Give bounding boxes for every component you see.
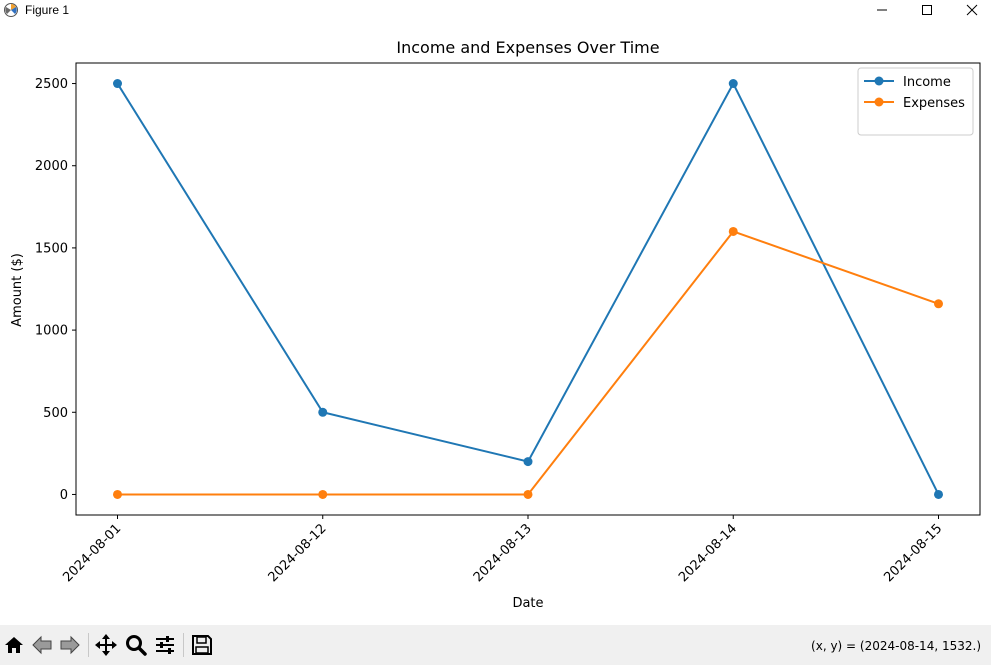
configure-subplots-icon (156, 636, 174, 654)
pan-icon (95, 634, 117, 656)
home-button[interactable] (0, 631, 28, 659)
legend-income-marker (874, 76, 884, 86)
expenses-point (318, 489, 328, 499)
minimize-button[interactable] (859, 0, 905, 20)
zoom-icon (126, 635, 147, 656)
maximize-icon (922, 5, 932, 15)
line-chart: Income and Expenses Over Time Date Amoun… (10, 38, 981, 611)
y-tick-label: 500 (43, 406, 68, 421)
y-tick-label: 2500 (35, 77, 68, 92)
x-tick-label: 2024-08-14 (676, 521, 740, 585)
maximize-button[interactable] (904, 0, 950, 20)
expenses-line (117, 230, 939, 496)
legend-income-label: Income (903, 75, 951, 90)
legend-expenses-marker (874, 97, 884, 107)
save-icon (192, 635, 212, 655)
legend-box (857, 67, 974, 136)
y-tick-label: 0 (60, 488, 68, 503)
y-tick-label: 1500 (35, 241, 68, 256)
x-tick-label: 2024-08-13 (471, 521, 535, 585)
save-button[interactable] (188, 631, 216, 659)
y-tick-label: 1000 (35, 324, 68, 339)
income-point (523, 457, 533, 467)
back-button[interactable] (28, 631, 56, 659)
close-button[interactable] (949, 0, 991, 20)
income-point (318, 407, 328, 417)
legend: Income Expenses (857, 67, 974, 136)
configure-subplots-button[interactable] (151, 631, 179, 659)
toolbar-separator (88, 633, 89, 657)
navigation-toolbar: (x, y) = (2024-08-14, 1532.) (0, 625, 991, 665)
x-tick-label: 2024-08-15 (881, 521, 945, 585)
plot-frame (75, 62, 981, 516)
home-icon (5, 637, 23, 653)
expenses-point (523, 489, 533, 499)
close-icon (966, 4, 978, 16)
forward-button[interactable] (56, 631, 84, 659)
income-point (934, 489, 943, 499)
minimize-icon (877, 9, 887, 11)
window-title: Figure 1 (25, 3, 70, 17)
expenses-point (113, 489, 122, 499)
forward-icon (60, 635, 80, 655)
back-icon (32, 635, 52, 655)
toolbar-separator (183, 633, 184, 657)
pan-button[interactable] (92, 631, 120, 659)
x-axis-label: Date (512, 596, 543, 611)
title-bar: Figure 1 (0, 0, 991, 20)
y-tick-label: 2000 (35, 159, 68, 174)
zoom-button[interactable] (122, 631, 150, 659)
y-axis-label: Amount ($) (10, 253, 25, 327)
income-line (116, 81, 940, 495)
income-point (113, 79, 122, 89)
expenses-point (934, 299, 943, 309)
x-tick-label: 2024-08-01 (60, 521, 124, 585)
figure-canvas[interactable]: Income and Expenses Over Time Date Amoun… (0, 20, 991, 625)
legend-expenses-label: Expenses (903, 96, 965, 111)
matplotlib-icon (4, 3, 18, 17)
income-point (728, 79, 738, 89)
expenses-point (728, 226, 738, 236)
x-tick-label: 2024-08-12 (266, 521, 330, 585)
cursor-coordinates: (x, y) = (2024-08-14, 1532.) (811, 639, 981, 653)
chart-title: Income and Expenses Over Time (396, 38, 659, 57)
